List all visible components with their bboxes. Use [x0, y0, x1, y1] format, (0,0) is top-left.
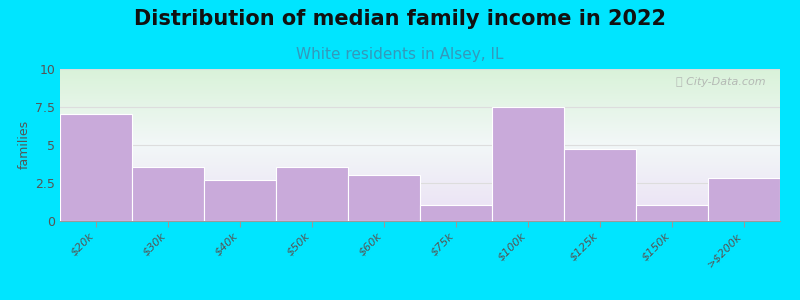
Text: White residents in Alsey, IL: White residents in Alsey, IL [296, 46, 504, 62]
Bar [636, 205, 708, 220]
Text: Distribution of median family income in 2022: Distribution of median family income in … [134, 9, 666, 29]
Bar [492, 107, 564, 220]
Bar [708, 178, 780, 220]
Text: Ⓢ City-Data.com: Ⓢ City-Data.com [676, 76, 766, 87]
Bar [132, 167, 204, 220]
Bar [60, 114, 132, 220]
Bar [276, 167, 348, 220]
Bar [204, 180, 276, 220]
Bar [348, 175, 420, 220]
Bar [564, 149, 636, 220]
Bar [420, 205, 492, 220]
Y-axis label: families: families [18, 120, 31, 169]
